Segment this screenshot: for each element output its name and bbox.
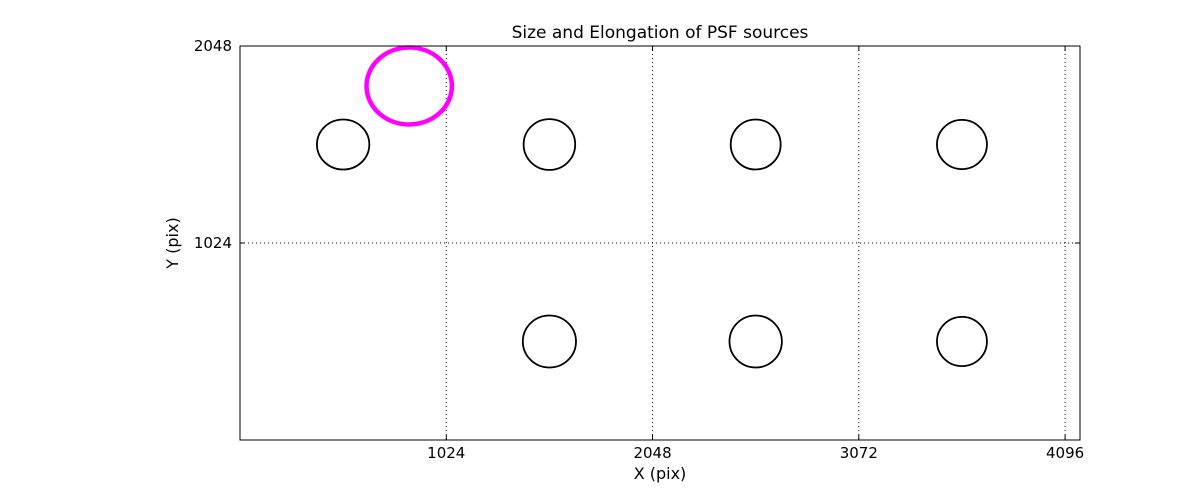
- y-tick-label: 1024: [194, 234, 232, 252]
- psf-source-ellipse: [728, 314, 783, 369]
- x-tick-label: 4096: [1046, 444, 1084, 462]
- psf-source-ellipse: [936, 118, 988, 171]
- psf-source-ellipse: [522, 118, 577, 171]
- plot-layer: 1024 2048 3072 4096 1024 2048: [194, 37, 1084, 462]
- psf-source-ellipse: [316, 118, 371, 171]
- psf-source-ellipse: [521, 314, 577, 369]
- y-tick-label: 2048: [194, 37, 232, 55]
- x-tick-label: 2048: [633, 444, 671, 462]
- x-tick-label: 1024: [427, 444, 465, 462]
- x-axis-label: X (pix): [634, 464, 687, 483]
- psf-source-ellipse: [729, 118, 782, 171]
- highlighted-psf-ellipse: [364, 45, 455, 127]
- y-axis-label: Y (pix): [163, 217, 182, 269]
- chart-title: Size and Elongation of PSF sources: [512, 23, 809, 43]
- psf-source-ellipse: [936, 315, 988, 368]
- x-tick-label: 3072: [840, 444, 878, 462]
